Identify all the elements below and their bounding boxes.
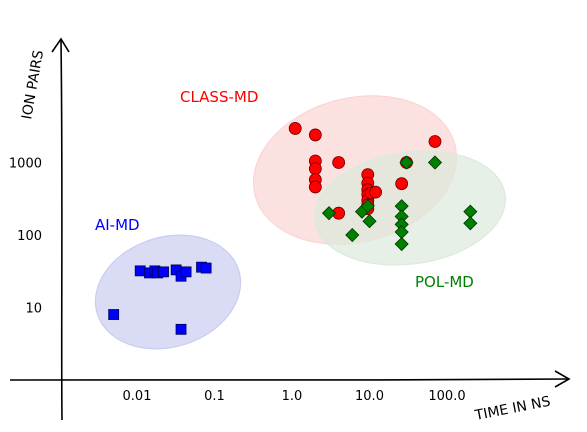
y-axis-line xyxy=(60,39,63,421)
pol-md-point xyxy=(399,155,414,170)
ai-md-point xyxy=(180,266,192,278)
y-tick-label: 100 xyxy=(17,229,42,244)
tick-labels: 0.01 0.1 1.0 10.0 100.0 10 100 1000 xyxy=(9,157,466,405)
y-tick-label: 10 xyxy=(25,302,42,317)
pol-md-point xyxy=(427,155,443,170)
pol-md-point xyxy=(362,214,377,229)
cluster-ellipse-ai-md xyxy=(94,234,242,350)
class-md-point xyxy=(308,180,322,194)
x-tick-label: 0.1 xyxy=(204,389,225,404)
pol-md-point xyxy=(394,236,409,252)
x-tick-label: 0.01 xyxy=(123,389,152,404)
y-axis-arrow xyxy=(51,37,70,53)
series-label-pol-md: POL-MD xyxy=(415,273,474,291)
class-md-point xyxy=(332,156,346,169)
class-md-point xyxy=(308,162,322,176)
pol-md-point xyxy=(463,216,478,231)
x-tick-label: 100.0 xyxy=(428,389,465,404)
class-md-point xyxy=(308,128,322,142)
series-label-class-md: CLASS-MD xyxy=(180,88,258,106)
pol-md-point xyxy=(321,206,337,221)
x-axis-line xyxy=(9,378,569,381)
ai-md-point xyxy=(200,262,212,274)
y-tick-label: 1000 xyxy=(9,157,42,172)
series-labels: AI-MD CLASS-MD POL-MD xyxy=(95,88,474,291)
x-tick-label: 1.0 xyxy=(282,389,303,404)
cluster-ellipses xyxy=(94,95,506,350)
data-marks xyxy=(108,122,478,335)
x-tick-label: 10.0 xyxy=(355,389,384,404)
ai-md-point xyxy=(175,323,187,335)
y-axis-label: ION PAIRS xyxy=(19,49,47,121)
series-label-ai-md: AI-MD xyxy=(95,216,140,234)
ai-md-point xyxy=(134,265,146,277)
class-md-point xyxy=(428,135,442,148)
class-md-point xyxy=(395,177,409,191)
x-axis-label: TIME IN NS xyxy=(473,394,552,425)
cluster-ellipse-pol-md xyxy=(314,150,506,266)
pol-md-point xyxy=(345,227,360,243)
class-md-point xyxy=(369,185,383,199)
class-md-point xyxy=(288,122,302,135)
ai-md-point xyxy=(108,309,120,320)
ai-md-point xyxy=(158,266,169,278)
pol-md-point xyxy=(360,199,375,214)
x-axis-arrow xyxy=(554,370,571,388)
